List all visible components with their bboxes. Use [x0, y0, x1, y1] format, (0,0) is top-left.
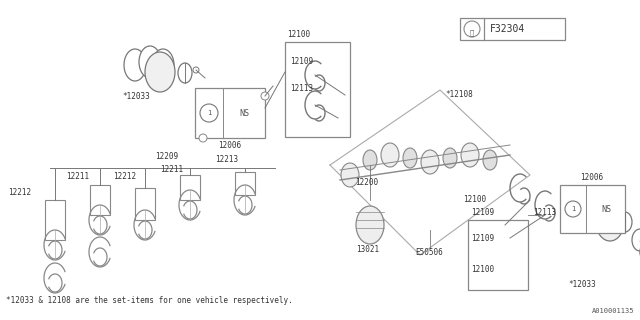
Bar: [90, 185, 110, 215]
Text: F32304: F32304: [490, 24, 525, 34]
Text: A010001135: A010001135: [591, 308, 634, 314]
Bar: [180, 175, 200, 200]
Ellipse shape: [356, 206, 384, 244]
Text: NS: NS: [239, 108, 249, 117]
Text: 12212: 12212: [8, 188, 31, 197]
Bar: [468, 220, 528, 290]
Ellipse shape: [139, 46, 161, 78]
Text: 1: 1: [571, 206, 575, 212]
Text: NS: NS: [601, 204, 611, 213]
Ellipse shape: [178, 63, 192, 83]
Ellipse shape: [596, 203, 624, 241]
Text: 12213: 12213: [215, 155, 238, 164]
Text: 12100: 12100: [471, 265, 494, 274]
Ellipse shape: [443, 148, 457, 168]
Ellipse shape: [483, 150, 497, 170]
Text: *12108: *12108: [445, 90, 473, 99]
Ellipse shape: [381, 143, 399, 167]
Bar: [560, 185, 625, 233]
Ellipse shape: [421, 150, 439, 174]
Text: 12109: 12109: [290, 57, 313, 66]
Text: 12109: 12109: [471, 208, 494, 217]
Text: 12200: 12200: [355, 178, 378, 187]
Text: *12033: *12033: [568, 280, 596, 289]
Ellipse shape: [152, 49, 174, 81]
Text: 12113: 12113: [533, 208, 556, 217]
Text: 12100: 12100: [287, 30, 310, 39]
Circle shape: [193, 67, 199, 73]
Ellipse shape: [341, 163, 359, 187]
Text: 12209: 12209: [155, 152, 178, 161]
Ellipse shape: [461, 143, 479, 167]
Ellipse shape: [575, 200, 595, 230]
Ellipse shape: [601, 200, 621, 230]
Text: 12211: 12211: [160, 165, 183, 174]
Circle shape: [199, 134, 207, 142]
Ellipse shape: [145, 52, 175, 92]
Text: 1: 1: [207, 110, 211, 116]
Text: 12212: 12212: [113, 172, 136, 181]
Text: *12033: *12033: [122, 92, 150, 101]
Ellipse shape: [618, 212, 632, 232]
Text: ⓘ: ⓘ: [470, 30, 474, 36]
Text: *12033 & 12108 are the set-items for one vehicle respectively.: *12033 & 12108 are the set-items for one…: [6, 296, 292, 305]
Text: 12113: 12113: [290, 84, 313, 93]
Bar: [45, 200, 65, 240]
Ellipse shape: [363, 150, 377, 170]
Bar: [235, 172, 255, 195]
Circle shape: [565, 201, 581, 217]
Bar: [285, 42, 350, 137]
Text: 12211: 12211: [66, 172, 89, 181]
Text: 12109: 12109: [471, 234, 494, 243]
Ellipse shape: [403, 148, 417, 168]
Ellipse shape: [588, 197, 608, 227]
Circle shape: [464, 21, 480, 37]
Text: 12006: 12006: [218, 141, 241, 150]
Bar: [460, 18, 565, 40]
Text: 12006: 12006: [580, 173, 604, 182]
Text: E50506: E50506: [415, 248, 443, 257]
Text: 13021: 13021: [356, 245, 380, 254]
Circle shape: [261, 92, 269, 100]
Circle shape: [200, 104, 218, 122]
Bar: [135, 188, 155, 220]
Text: 12100: 12100: [463, 195, 486, 204]
Bar: [195, 88, 265, 138]
Ellipse shape: [124, 49, 146, 81]
